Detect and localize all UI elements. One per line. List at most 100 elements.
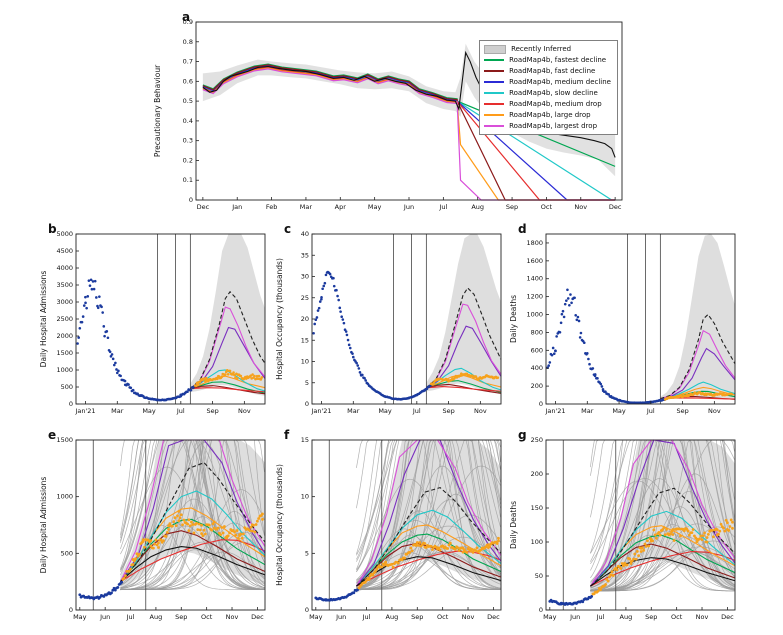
svg-text:40: 40 <box>301 230 309 238</box>
svg-text:Jul: Jul <box>412 407 421 415</box>
svg-text:Oct: Oct <box>201 613 213 621</box>
svg-text:1400: 1400 <box>526 275 543 283</box>
svg-text:2000: 2000 <box>56 332 73 340</box>
svg-text:5: 5 <box>305 549 309 557</box>
svg-text:Sep: Sep <box>206 407 218 415</box>
svg-text:Jun: Jun <box>99 613 110 621</box>
svg-text:0.3: 0.3 <box>183 137 193 145</box>
panel-label-d: d <box>518 222 527 236</box>
svg-text:Dec: Dec <box>721 613 734 621</box>
svg-text:Daily Hospital Admissions: Daily Hospital Admissions <box>39 477 48 574</box>
svg-text:0: 0 <box>539 400 543 408</box>
legend-entry: RoadMap4b, largest drop <box>484 121 611 131</box>
svg-text:0.1: 0.1 <box>183 176 193 184</box>
svg-text:May: May <box>543 613 557 621</box>
svg-text:0.4: 0.4 <box>183 117 193 125</box>
svg-text:500: 500 <box>61 549 73 557</box>
svg-text:Nov: Nov <box>226 613 239 621</box>
svg-text:Hospital Occupancy (thousands): Hospital Occupancy (thousands) <box>275 464 284 586</box>
legend-entry: RoadMap4b, medium drop <box>484 99 611 109</box>
svg-text:0.8: 0.8 <box>183 38 193 46</box>
svg-text:1500: 1500 <box>56 349 73 357</box>
legend-entry: RoadMap4b, fast decline <box>484 66 611 76</box>
chart-hospital-occupancy-projection: Jan'21 Mar May Jul Sep Nov 0 5 10 15 20 25 30 35 40 Hos… <box>275 230 502 415</box>
svg-text:10: 10 <box>301 358 309 366</box>
panel-label-f: f <box>284 428 290 442</box>
chart-daily-deaths-projection: Jan'21 Mar May Jul Sep Nov 0 200 400 600 800 1000 12… <box>509 233 736 415</box>
svg-text:Daily Hospital Admissions: Daily Hospital Admissions <box>39 271 48 368</box>
svg-text:800: 800 <box>531 328 543 336</box>
svg-text:Jul: Jul <box>596 613 605 621</box>
svg-text:Jul: Jul <box>126 613 135 621</box>
svg-text:0: 0 <box>305 606 309 614</box>
svg-text:Dec: Dec <box>487 613 500 621</box>
svg-text:0.2: 0.2 <box>183 156 193 164</box>
svg-text:Mar: Mar <box>581 407 594 415</box>
chart-daily-hospital-admissions-ensemble: May Jun Jul Aug Sep Oct Nov Dec 0 500 1000 1500 Dail… <box>39 436 266 621</box>
legend-label: Recently Inferred <box>511 45 572 53</box>
svg-text:Dec: Dec <box>197 203 210 211</box>
panel-label-e: e <box>48 428 57 442</box>
legend-label: RoadMap4b, large drop <box>509 111 591 119</box>
svg-text:Mar: Mar <box>111 407 124 415</box>
svg-text:Jan: Jan <box>231 203 242 211</box>
svg-text:35: 35 <box>301 251 309 259</box>
svg-text:May: May <box>309 613 323 621</box>
svg-text:Jun: Jun <box>335 613 346 621</box>
svg-text:5: 5 <box>305 379 309 387</box>
svg-text:4500: 4500 <box>56 247 73 255</box>
svg-text:200: 200 <box>531 382 543 390</box>
legend-entry: RoadMap4b, large drop <box>484 110 611 120</box>
svg-text:Nov: Nov <box>708 407 721 415</box>
legend-line-swatch <box>484 59 505 61</box>
svg-text:1200: 1200 <box>526 293 543 301</box>
svg-text:Sep: Sep <box>645 613 657 621</box>
panel-daily-deaths-projection: d Jan'21 Mar May Jul Sep Nov 0 200 400 600 800 1000… <box>506 222 741 426</box>
svg-text:1000: 1000 <box>526 311 543 319</box>
svg-text:May: May <box>378 407 392 415</box>
svg-text:Nov: Nov <box>238 407 251 415</box>
svg-text:0.7: 0.7 <box>183 58 193 66</box>
panel-label-b: b <box>48 222 57 236</box>
svg-text:1000: 1000 <box>56 493 73 501</box>
svg-text:100: 100 <box>531 538 543 546</box>
svg-text:Sep: Sep <box>411 613 423 621</box>
svg-text:25: 25 <box>301 294 309 302</box>
svg-text:Jun: Jun <box>569 613 580 621</box>
svg-text:Dec: Dec <box>609 203 622 211</box>
legend-label: RoadMap4b, fast decline <box>509 67 596 75</box>
panel-hospital-occupancy-ensemble: f May Jun Jul Aug Sep Oct Nov Dec 0 5 10 15 Hospital… <box>272 428 507 632</box>
svg-text:4000: 4000 <box>56 264 73 272</box>
svg-text:5000: 5000 <box>56 230 73 238</box>
svg-text:Nov: Nov <box>574 203 587 211</box>
svg-text:Daily Deaths: Daily Deaths <box>509 295 518 343</box>
svg-text:Feb: Feb <box>266 203 278 211</box>
legend-label: RoadMap4b, slow decline <box>509 89 598 97</box>
panel-daily-deaths-ensemble: g May Jun Jul Aug Sep Oct Nov Dec 0 50 100 150 200 25… <box>506 428 741 632</box>
svg-text:20: 20 <box>301 315 309 323</box>
legend-label: RoadMap4b, medium decline <box>509 78 611 86</box>
svg-text:Jul: Jul <box>362 613 371 621</box>
svg-text:Oct: Oct <box>671 613 683 621</box>
svg-text:Dec: Dec <box>251 613 264 621</box>
svg-text:15: 15 <box>301 336 309 344</box>
svg-text:10: 10 <box>301 493 309 501</box>
svg-text:0.6: 0.6 <box>183 77 193 85</box>
legend-label: RoadMap4b, largest drop <box>509 122 598 130</box>
chart-daily-deaths-ensemble: May Jun Jul Aug Sep Oct Nov Dec 0 50 100 150 200 250 D… <box>509 436 736 621</box>
svg-text:15: 15 <box>301 436 309 444</box>
svg-text:2500: 2500 <box>56 315 73 323</box>
svg-text:Mar: Mar <box>347 407 360 415</box>
svg-text:Jul: Jul <box>646 407 655 415</box>
svg-text:Jan'21: Jan'21 <box>544 407 565 415</box>
legend-patch-swatch <box>484 44 507 54</box>
panel-daily-hospital-admissions-projection: b Jan'21 Mar May Jul Sep Nov 0 500 1000 1500 2000 2… <box>36 222 271 426</box>
svg-text:600: 600 <box>531 346 543 354</box>
svg-text:Aug: Aug <box>620 613 633 621</box>
svg-text:Jul: Jul <box>438 203 447 211</box>
svg-text:0: 0 <box>539 606 543 614</box>
svg-text:0: 0 <box>69 400 73 408</box>
svg-text:Oct: Oct <box>437 613 449 621</box>
svg-text:0: 0 <box>69 606 73 614</box>
